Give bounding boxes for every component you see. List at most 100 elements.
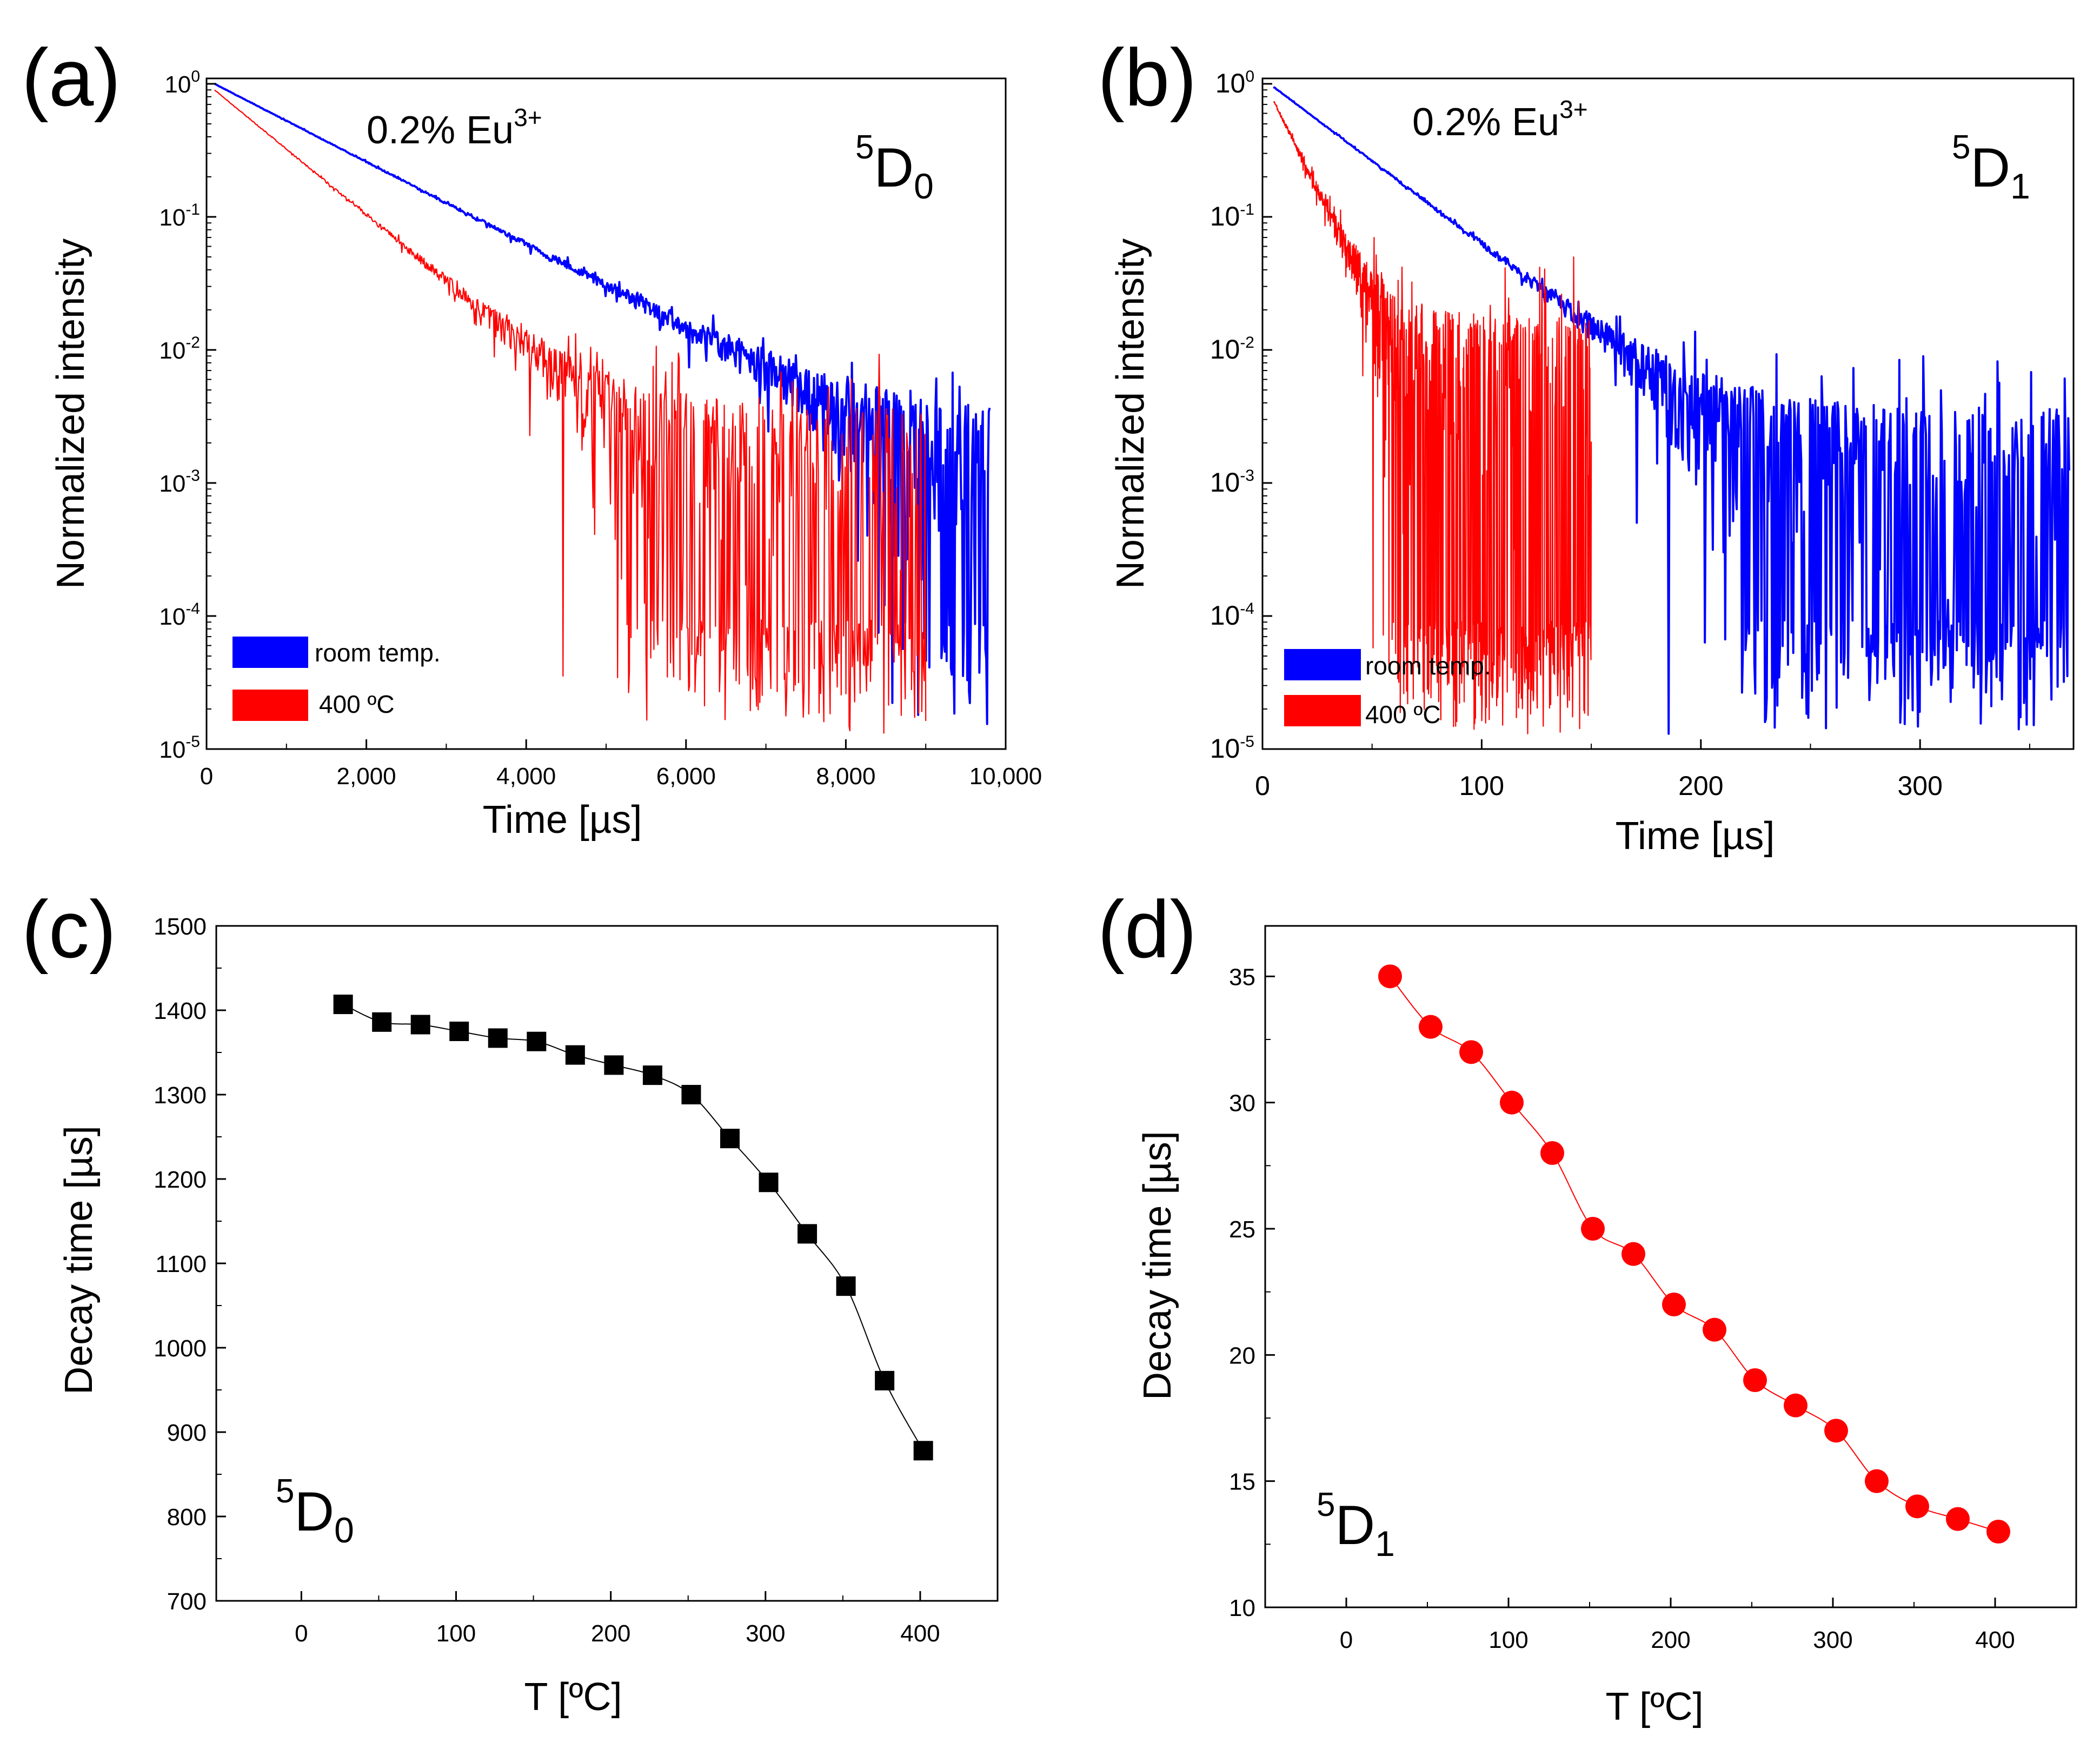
y-tick-label-a: 10-2 — [159, 334, 200, 364]
data-point-d — [1500, 1090, 1524, 1115]
x-tick-label-c: 100 — [436, 1620, 476, 1647]
data-point-c — [604, 1055, 624, 1075]
data-point-c — [681, 1085, 701, 1104]
y-tick-label-d: 15 — [1229, 1469, 1255, 1495]
y-tick-label-b: 100 — [1215, 68, 1254, 98]
legend-label-400c-b: 400 ºC — [1365, 700, 1441, 728]
y-tick-label-d: 35 — [1229, 964, 1255, 990]
x-axis-title-c: T [ºC] — [524, 1675, 622, 1719]
y-tick-label-a: 10-3 — [159, 467, 200, 497]
x-tick-label-d: 100 — [1488, 1627, 1528, 1653]
x-tick-label-a: 0 — [200, 763, 213, 790]
y-tick-label-c: 1400 — [154, 998, 207, 1024]
data-point-d — [1378, 964, 1402, 989]
y-tick-label-b: 10-2 — [1210, 334, 1254, 365]
data-point-d — [1865, 1469, 1889, 1493]
data-point-c — [759, 1173, 779, 1193]
panel-b: (b) 0 100 200 300 100 10-1 10-2 10-3 10-4 10-5 T… — [1098, 32, 2075, 858]
y-tick-label-d: 10 — [1229, 1595, 1255, 1621]
y-axis-title-d: Decay time [µs] — [1136, 1131, 1179, 1400]
x-tick-label-c: 300 — [746, 1620, 785, 1647]
data-point-d — [1621, 1242, 1645, 1266]
decay-curve-a — [214, 89, 927, 734]
data-point-d — [1905, 1494, 1929, 1519]
y-tick-label-c: 1500 — [154, 913, 207, 940]
y-tick-label-b: 10-5 — [1210, 733, 1254, 764]
legend-swatch-400c-a — [232, 690, 308, 721]
data-point-d — [1662, 1293, 1686, 1316]
data-point-c — [875, 1370, 895, 1390]
plot-frame-d — [1264, 925, 2077, 1608]
y-tick-label-c: 900 — [167, 1420, 207, 1446]
y-tick-label-a: 10-5 — [159, 733, 200, 763]
y-tick-label-a: 100 — [164, 68, 200, 98]
data-point-c — [836, 1276, 856, 1296]
data-point-c — [913, 1441, 933, 1461]
x-tick-label-a: 2,000 — [337, 763, 396, 790]
data-point-d — [1946, 1507, 1970, 1531]
x-tick-label-b: 0 — [1255, 771, 1270, 801]
level-label-c: 5D0 — [276, 1473, 354, 1550]
y-tick-label-d: 25 — [1229, 1216, 1255, 1243]
data-point-d — [1459, 1040, 1483, 1064]
y-tick-label-d: 30 — [1229, 1090, 1255, 1117]
x-tick-label-b: 100 — [1459, 771, 1504, 801]
y-tick-label-c: 1100 — [155, 1251, 207, 1277]
data-point-c — [488, 1028, 508, 1048]
data-point-d — [1419, 1015, 1443, 1039]
decay-curve-b — [1273, 86, 2070, 735]
x-axis-title-d: T [ºC] — [1606, 1685, 1704, 1728]
decay-curve-b — [1273, 101, 1592, 734]
data-point-d — [1581, 1217, 1605, 1241]
legend-label-room-temp-a: room temp. — [315, 639, 441, 667]
data-point-c — [527, 1031, 547, 1051]
data-point-d — [1703, 1317, 1726, 1342]
data-point-d — [1986, 1520, 2010, 1544]
level-label-b: 5D1 — [1952, 129, 2030, 206]
decay-curve-a — [214, 83, 991, 725]
legend-swatch-400c-b — [1284, 695, 1361, 726]
panel-label-c: (c) — [22, 884, 116, 975]
y-tick-label-c: 700 — [167, 1588, 207, 1615]
legend-swatch-room-temp-b — [1284, 649, 1361, 680]
x-tick-label-c: 0 — [295, 1620, 308, 1647]
legend-swatch-room-temp-a — [232, 637, 308, 668]
x-tick-label-d: 300 — [1813, 1627, 1852, 1653]
annotation-a: 0.2% Eu3+ — [367, 103, 542, 152]
x-axis-title-b: Time [µs] — [1616, 814, 1775, 858]
data-point-d — [1784, 1393, 1807, 1418]
data-point-c — [333, 995, 353, 1015]
panel-d: (d) 0 100 200 300 400 10 15 20 25 30 35 T [ºC] Dec… — [1098, 884, 2077, 1728]
x-tick-label-c: 200 — [591, 1620, 630, 1647]
x-tick-label-b: 200 — [1678, 771, 1723, 801]
x-tick-label-d: 0 — [1340, 1627, 1353, 1653]
data-point-c — [565, 1045, 585, 1065]
data-point-d — [1824, 1419, 1848, 1443]
level-label-a: 5D0 — [855, 129, 934, 206]
data-point-c — [372, 1012, 392, 1032]
y-tick-label-c: 1200 — [154, 1167, 207, 1193]
x-tick-label-a: 4,000 — [496, 763, 556, 790]
y-tick-label-a: 10-1 — [159, 201, 200, 231]
data-point-d — [1743, 1368, 1767, 1392]
x-tick-label-d: 200 — [1651, 1627, 1690, 1653]
x-tick-label-c: 400 — [900, 1620, 940, 1647]
y-tick-label-c: 1300 — [154, 1082, 207, 1109]
panel-label-a: (a) — [22, 32, 121, 123]
y-tick-label-b: 10-3 — [1210, 467, 1254, 498]
x-axis-title-a: Time [µs] — [483, 798, 642, 842]
plot-frame-b — [1261, 77, 2075, 750]
data-point-c — [798, 1224, 818, 1244]
x-tick-label-a: 10,000 — [969, 763, 1042, 790]
y-axis-title-a: Normalized intensity — [49, 239, 92, 589]
fit-line-c — [343, 1004, 924, 1451]
y-axis-title-c: Decay time [µs] — [57, 1125, 101, 1395]
legend-label-400c-a: 400 ºC — [319, 690, 395, 718]
data-point-d — [1540, 1141, 1564, 1165]
x-tick-label-b: 300 — [1897, 771, 1942, 801]
y-tick-label-c: 800 — [167, 1504, 207, 1531]
y-tick-label-a: 10-4 — [159, 600, 200, 630]
data-point-c — [449, 1022, 469, 1041]
level-label-d: 5D1 — [1317, 1486, 1395, 1564]
